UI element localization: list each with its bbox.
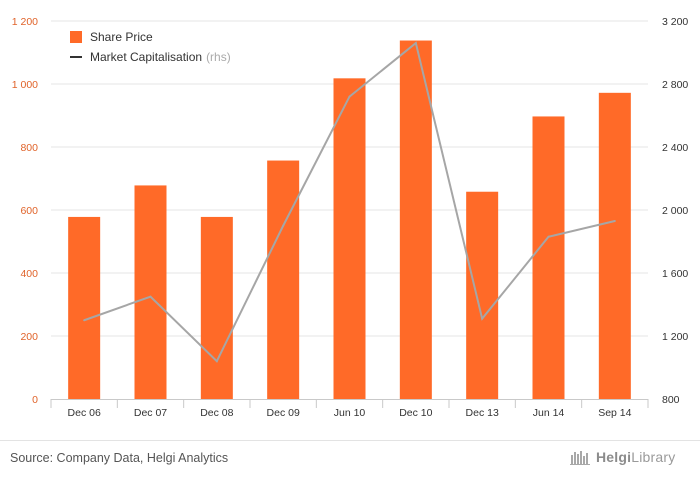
market-cap-point: [83, 319, 86, 322]
bar-dec-08[interactable]: [200, 216, 233, 399]
legend-label-rhs: (rhs): [206, 50, 231, 64]
chart: 0 200 400 600 800 1 000 1 200 800 1 200 1 600 2 0…: [12, 16, 689, 419]
legend-bar-swatch: [70, 31, 82, 43]
x-axis: Dec 06 Dec 07 Dec 08 Dec 09 Jun 10 Dec 10 Dec …: [50, 399, 649, 419]
bar-dec-06[interactable]: [68, 216, 101, 399]
x-tick-label: Jun 10: [334, 407, 366, 419]
x-tick-label: Dec 13: [466, 407, 499, 419]
left-tick-label: 400: [20, 268, 38, 280]
legend-item-market-cap[interactable]: Market Capitalisation (rhs): [70, 47, 231, 67]
right-tick-label: 3 200: [662, 16, 688, 28]
legend-line-swatch: [70, 56, 82, 58]
left-tick-label: 800: [20, 142, 38, 154]
market-cap-point: [613, 220, 616, 223]
right-axis: 800 1 200 1 600 2 000 2 400 2 800 3 200: [662, 16, 688, 406]
bar-dec-13[interactable]: [466, 191, 499, 399]
legend-label-market-cap: Market Capitalisation: [90, 50, 203, 64]
x-tick-label: Dec 09: [267, 407, 300, 419]
right-tick-label: 2 400: [662, 142, 688, 154]
market-cap-point: [481, 317, 484, 320]
legend: Share Price Market Capitalisation (rhs): [70, 27, 231, 67]
bar-dec-09[interactable]: [267, 160, 300, 399]
legend-label-share-price: Share Price: [90, 30, 153, 44]
legend-item-share-price[interactable]: Share Price: [70, 27, 231, 47]
x-tick-label: Jun 14: [533, 407, 565, 419]
market-cap-point: [414, 42, 417, 45]
market-cap-point: [149, 295, 152, 298]
right-tick-label: 1 200: [662, 331, 688, 343]
left-tick-label: 0: [32, 394, 38, 406]
market-cap-point: [215, 360, 218, 363]
right-tick-label: 800: [662, 394, 680, 406]
left-tick-label: 1 200: [12, 16, 38, 28]
left-axis: 0 200 400 600 800 1 000 1 200: [12, 16, 38, 406]
x-tick-label: Sep 14: [598, 407, 631, 419]
x-tick-label: Dec 10: [399, 407, 432, 419]
bar-dec-07[interactable]: [134, 185, 167, 399]
market-cap-point: [348, 95, 351, 98]
library-icon: [570, 451, 590, 465]
share-price-bars: [68, 40, 631, 399]
x-tick-label: Dec 08: [200, 407, 233, 419]
bar-jun-10[interactable]: [333, 78, 366, 399]
bar-dec-10[interactable]: [399, 40, 432, 399]
helgi-library-logo[interactable]: HelgiLibrary: [570, 449, 675, 465]
left-tick-label: 200: [20, 331, 38, 343]
x-tick-label: Dec 07: [134, 407, 167, 419]
market-cap-point: [547, 235, 550, 238]
source-note: Source: Company Data, Helgi Analytics: [10, 451, 229, 465]
footer-divider: [0, 440, 700, 441]
left-tick-label: 1 000: [12, 79, 38, 91]
right-tick-label: 1 600: [662, 268, 688, 280]
market-cap-line: [83, 41, 616, 363]
logo-text: HelgiLibrary: [596, 449, 676, 465]
left-tick-label: 600: [20, 205, 38, 217]
right-tick-label: 2 800: [662, 79, 688, 91]
bar-sep-14[interactable]: [598, 92, 631, 399]
market-cap-point: [282, 224, 285, 227]
right-tick-label: 2 000: [662, 205, 688, 217]
bar-jun-14[interactable]: [532, 116, 565, 399]
x-tick-label: Dec 06: [68, 407, 101, 419]
